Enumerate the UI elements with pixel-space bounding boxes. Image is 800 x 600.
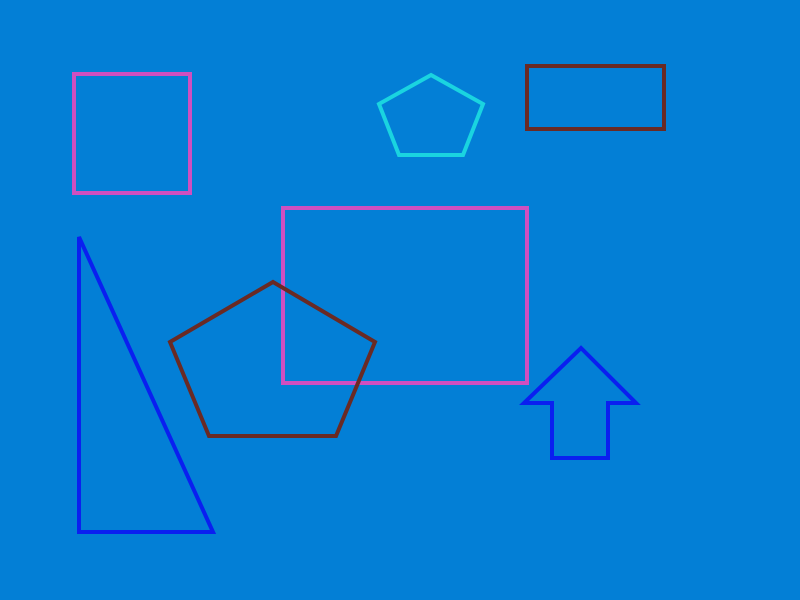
right-triangle-outline bbox=[77, 236, 217, 534]
square-outline bbox=[72, 72, 192, 195]
large-pentagon-outline bbox=[167, 279, 378, 438]
small-pentagon-outline bbox=[376, 72, 486, 157]
up-arrow-outline bbox=[519, 345, 641, 460]
wide-rectangle-outline bbox=[525, 64, 666, 131]
large-rectangle-outline bbox=[281, 206, 529, 385]
